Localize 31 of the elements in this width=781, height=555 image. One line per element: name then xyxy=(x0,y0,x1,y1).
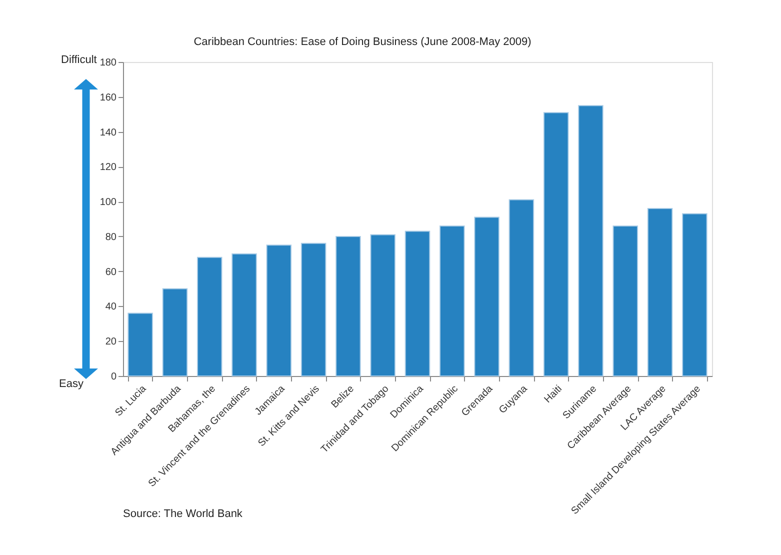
y-tick-label: 60 xyxy=(105,266,117,278)
bar xyxy=(370,234,396,376)
y-tick-label: 180 xyxy=(100,58,117,68)
chart-title: Caribbean Countries: Ease of Doing Business (June 2008-May 2009) xyxy=(194,36,532,48)
bar xyxy=(336,236,361,376)
bar xyxy=(440,225,465,376)
bar xyxy=(196,256,222,376)
y-tick-label: 140 xyxy=(100,127,117,138)
text: Easy xyxy=(59,378,84,390)
text: Difficult xyxy=(61,54,97,66)
bar xyxy=(578,105,604,376)
bar xyxy=(300,242,326,376)
y-tick-label: 120 xyxy=(100,162,117,174)
y-tick-label: 0 xyxy=(110,372,117,382)
y-tick-label: 20 xyxy=(105,336,117,348)
y-tick-label: 160 xyxy=(100,92,117,104)
bar xyxy=(162,288,188,376)
bar xyxy=(404,230,430,376)
y-tick-label: 80 xyxy=(105,232,117,243)
bar xyxy=(647,208,673,376)
bar xyxy=(612,225,638,376)
source-note: Source: The World Bank xyxy=(123,508,243,520)
bar xyxy=(128,312,153,376)
bar xyxy=(266,244,292,376)
bar xyxy=(232,253,257,376)
bar xyxy=(474,216,500,376)
y-tick-label: 100 xyxy=(100,197,117,208)
bar xyxy=(508,199,534,376)
bar xyxy=(543,112,569,376)
y-tick-label: 40 xyxy=(105,302,117,313)
bar xyxy=(682,213,708,376)
